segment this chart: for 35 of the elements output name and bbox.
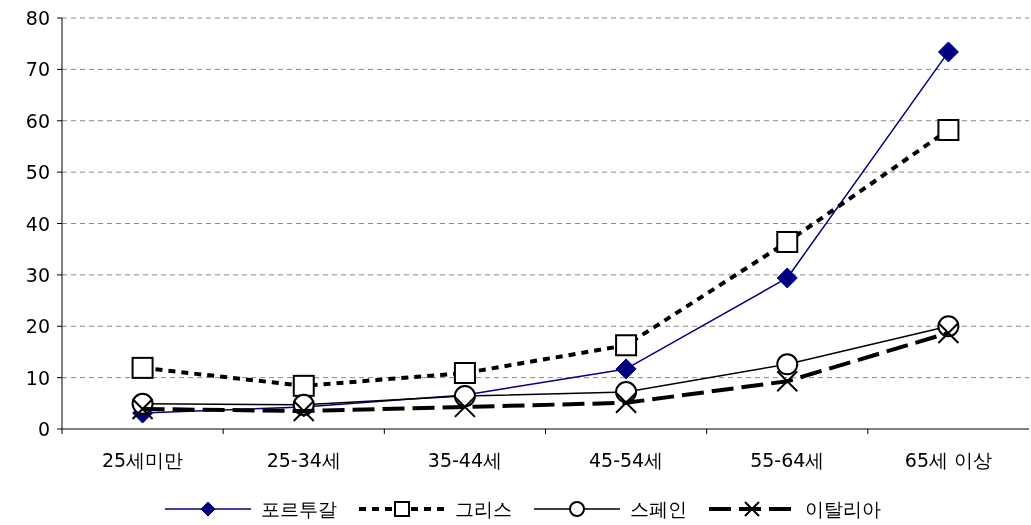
point bbox=[615, 358, 637, 380]
point bbox=[776, 370, 799, 393]
y-tick-label: 10 bbox=[25, 366, 50, 389]
point bbox=[776, 267, 798, 289]
x-tick-label: 55-64세 bbox=[750, 449, 825, 471]
x-tick-label: 65세 이상 bbox=[904, 449, 993, 471]
point bbox=[937, 41, 959, 63]
y-tick-label: 70 bbox=[25, 58, 50, 81]
legend-label: 포르투갈 bbox=[261, 498, 337, 520]
x-tick-label: 45-54세 bbox=[588, 449, 664, 471]
point bbox=[937, 321, 960, 344]
point bbox=[292, 400, 315, 423]
point bbox=[131, 397, 154, 420]
point bbox=[453, 395, 476, 418]
y-tick-label: 40 bbox=[25, 212, 50, 235]
point bbox=[937, 119, 960, 141]
y-tick-label: 20 bbox=[25, 315, 50, 338]
point bbox=[292, 374, 315, 397]
x-tick-label: 25세미만 bbox=[101, 449, 184, 471]
y-tick-label: 0 bbox=[37, 418, 50, 440]
y-tick-label: 50 bbox=[25, 161, 50, 184]
point bbox=[131, 356, 154, 379]
y-tick-label: 60 bbox=[25, 109, 50, 132]
y-tick-label: 80 bbox=[25, 7, 50, 29]
point bbox=[615, 334, 638, 357]
legend-label: 이탈리아 bbox=[805, 498, 881, 520]
point bbox=[776, 353, 799, 376]
legend-label: 그리스 bbox=[455, 498, 512, 520]
y-tick-label: 30 bbox=[25, 263, 50, 286]
point bbox=[615, 391, 638, 414]
point bbox=[776, 231, 799, 253]
point bbox=[453, 362, 476, 384]
x-tick-label: 25-34세 bbox=[266, 449, 341, 471]
x-tick-label: 35-44세 bbox=[427, 449, 503, 471]
legend-label: 스페인 bbox=[630, 498, 687, 520]
